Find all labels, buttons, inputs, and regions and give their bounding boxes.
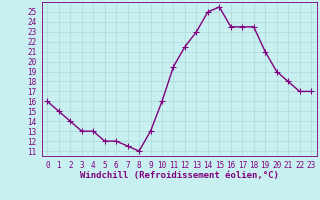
X-axis label: Windchill (Refroidissement éolien,°C): Windchill (Refroidissement éolien,°C) (80, 171, 279, 180)
